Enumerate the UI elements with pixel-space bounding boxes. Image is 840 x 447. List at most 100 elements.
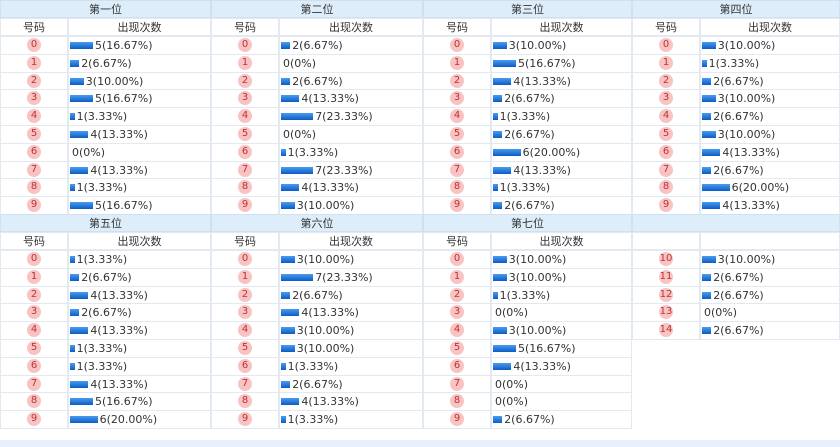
count-bar bbox=[70, 59, 80, 67]
footer-strip bbox=[0, 440, 840, 447]
count-label: 1(3.33%) bbox=[499, 110, 551, 124]
count-bar bbox=[70, 380, 89, 388]
count-label: 3(10.00%) bbox=[85, 74, 144, 88]
number-ball: 3 bbox=[450, 305, 464, 320]
count-bar bbox=[281, 113, 314, 121]
count-label: 4(13.33%) bbox=[301, 181, 359, 195]
count-bar bbox=[493, 77, 512, 85]
count-bar bbox=[493, 327, 507, 335]
column-header bbox=[700, 232, 840, 250]
number-ball: 6 bbox=[238, 144, 252, 159]
count-label: 3(10.00%) bbox=[508, 253, 567, 266]
count-label: 2(6.67%) bbox=[292, 288, 343, 302]
count-label: 2(6.67%) bbox=[713, 324, 764, 338]
column-header: 出现次数 bbox=[700, 18, 840, 36]
number-ball: 4 bbox=[450, 109, 464, 124]
count-label: 1(3.33%) bbox=[76, 342, 128, 355]
count-bar bbox=[702, 113, 712, 121]
number-ball: 6 bbox=[450, 144, 464, 159]
count-bar bbox=[70, 95, 93, 103]
number-ball: 4 bbox=[238, 323, 252, 338]
count-bar bbox=[70, 416, 98, 424]
count-bar bbox=[281, 77, 291, 85]
number-ball: 1 bbox=[27, 55, 41, 70]
number-ball: 8 bbox=[238, 394, 252, 409]
number-ball: 3 bbox=[27, 91, 41, 106]
count-label: 3(10.00%) bbox=[717, 128, 776, 141]
column-header bbox=[632, 232, 700, 250]
number-ball: 6 bbox=[27, 144, 41, 159]
count-label: 6(20.00%) bbox=[522, 145, 581, 159]
number-ball: 3 bbox=[238, 305, 252, 320]
number-ball: 9 bbox=[450, 198, 464, 213]
count-bar bbox=[70, 202, 93, 210]
number-ball: 3 bbox=[659, 91, 673, 106]
count-bar bbox=[70, 309, 80, 317]
count-bar bbox=[702, 166, 712, 174]
count-label: 2(6.67%) bbox=[713, 74, 764, 88]
count-label: 7(23.33%) bbox=[315, 270, 373, 284]
count-bar bbox=[70, 166, 89, 174]
count-bar bbox=[493, 95, 503, 103]
number-ball: 1 bbox=[659, 55, 673, 70]
column-header: 号码 bbox=[0, 18, 68, 36]
count-bar bbox=[493, 416, 503, 424]
number-ball: 9 bbox=[27, 198, 41, 213]
block-title: 第五位 bbox=[0, 214, 211, 232]
count-bar bbox=[702, 184, 730, 192]
count-bar bbox=[70, 77, 84, 85]
count-label: 4(13.33%) bbox=[301, 92, 359, 106]
count-label: 1(3.33%) bbox=[499, 181, 551, 195]
number-ball: 8 bbox=[27, 394, 41, 409]
number-ball: 3 bbox=[27, 305, 41, 320]
count-bar bbox=[493, 273, 507, 281]
column-header: 号码 bbox=[423, 18, 491, 36]
count-label: 1(3.33%) bbox=[76, 253, 128, 266]
count-bar bbox=[702, 273, 712, 281]
number-ball: 8 bbox=[27, 180, 41, 195]
count-label: 2(6.67%) bbox=[292, 74, 343, 88]
count-bar bbox=[493, 345, 516, 352]
number-ball: 8 bbox=[659, 180, 673, 195]
number-ball: 0 bbox=[659, 38, 673, 52]
number-cell bbox=[423, 410, 491, 429]
count-bar bbox=[70, 256, 75, 263]
count-label: 0(0%) bbox=[704, 306, 738, 320]
block-title: 第二位 bbox=[211, 0, 423, 18]
block-title: 第四位 bbox=[632, 0, 840, 18]
column-header: 出现次数 bbox=[68, 18, 211, 36]
number-ball: 5 bbox=[450, 341, 464, 355]
number-cell bbox=[0, 410, 68, 429]
column-header: 出现次数 bbox=[279, 18, 423, 36]
number-ball: 12 bbox=[659, 287, 673, 302]
count-label: 0(0%) bbox=[495, 306, 529, 320]
count-label: 1(3.33%) bbox=[708, 56, 760, 70]
count-label: 7(23.33%) bbox=[315, 163, 373, 177]
count-label: 1(3.33%) bbox=[287, 145, 339, 159]
count-label: 3(10.00%) bbox=[508, 324, 567, 338]
count-bar bbox=[702, 291, 712, 299]
number-ball: 0 bbox=[450, 252, 464, 266]
number-ball: 7 bbox=[659, 162, 673, 177]
number-ball: 6 bbox=[659, 144, 673, 159]
count-label: 4(13.33%) bbox=[90, 324, 148, 338]
count-bar bbox=[281, 184, 300, 192]
number-ball: 4 bbox=[659, 109, 673, 124]
count-bar bbox=[493, 202, 503, 210]
count-label: 4(13.33%) bbox=[90, 288, 148, 302]
number-ball: 2 bbox=[27, 287, 41, 302]
count-bar bbox=[70, 398, 93, 406]
count-bar bbox=[281, 309, 300, 317]
column-header: 出现次数 bbox=[491, 232, 632, 250]
count-label: 4(13.33%) bbox=[722, 145, 780, 159]
number-ball: 0 bbox=[450, 38, 464, 52]
number-ball: 5 bbox=[27, 127, 41, 141]
number-ball: 7 bbox=[238, 162, 252, 177]
count-label: 5(16.67%) bbox=[95, 92, 153, 106]
number-ball: 4 bbox=[238, 109, 252, 124]
number-ball: 3 bbox=[238, 91, 252, 106]
count-label: 4(13.33%) bbox=[513, 163, 571, 177]
number-ball: 9 bbox=[27, 412, 41, 427]
number-ball: 7 bbox=[450, 376, 464, 391]
count-label: 4(13.33%) bbox=[301, 395, 359, 409]
